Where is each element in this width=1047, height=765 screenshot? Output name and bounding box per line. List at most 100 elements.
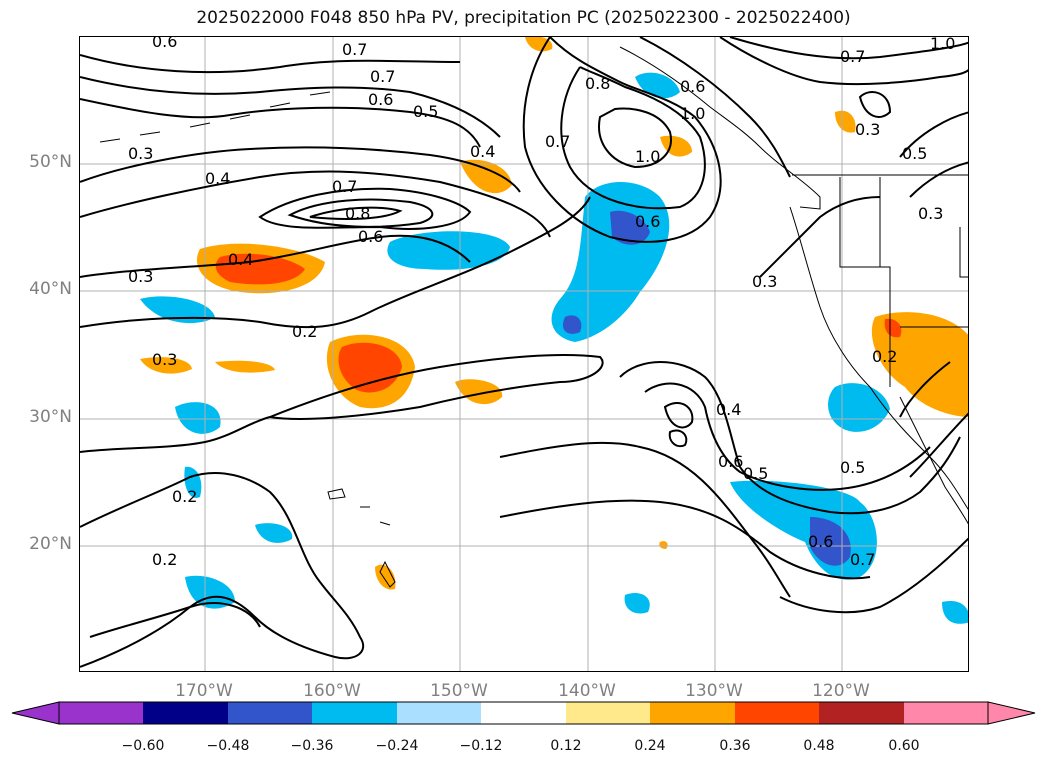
- pv-contour: [560, 66, 706, 210]
- pv-contour: [619, 361, 961, 515]
- pv-contour: [522, 37, 722, 243]
- pv-contour: [644, 382, 931, 491]
- pv-contour: [258, 187, 472, 230]
- colorbar-bin: [143, 702, 228, 724]
- precip-positive-area: [455, 379, 503, 405]
- pv-contour: [80, 196, 591, 329]
- precip-negative-area: [942, 601, 968, 624]
- colorbar-bin: [819, 702, 904, 724]
- lon-label: 120°W: [812, 681, 870, 701]
- pv-contour: [287, 198, 434, 228]
- contour-label: 1.0: [930, 37, 955, 53]
- contour-label: 0.5: [413, 102, 438, 121]
- pv-contour: [80, 76, 501, 138]
- pv-contour: [779, 537, 968, 614]
- contour-label: 0.4: [205, 169, 230, 188]
- lon-label: 160°W: [303, 681, 361, 701]
- colorbar: [11, 701, 1036, 725]
- contour-label: 0.3: [752, 272, 777, 291]
- contour-label: 0.7: [850, 550, 875, 569]
- precip-negative-area: [387, 231, 510, 270]
- pv-contour: [719, 37, 968, 86]
- precip-negative-area: [624, 592, 650, 614]
- pv-contour: [899, 111, 968, 158]
- contour-label: 0.3: [128, 144, 153, 163]
- colorbar-tick-label: 0.24: [634, 738, 666, 754]
- pv-contour: [80, 98, 481, 148]
- contour-label: 0.6: [358, 227, 383, 246]
- colorbar-tick-label: 0.48: [803, 738, 835, 754]
- pv-contour: [309, 206, 403, 220]
- map-title: 2025022000 F048 850 hPa PV, precipitatio…: [196, 8, 851, 28]
- precip-positive-core: [884, 318, 902, 338]
- lon-label: 130°W: [685, 681, 743, 701]
- pv-contour: [899, 361, 951, 418]
- lat-label: 40°N: [29, 279, 72, 299]
- contour-label: 0.3: [128, 267, 153, 286]
- colorbar-bin: [312, 702, 397, 724]
- pv-contour: [729, 37, 968, 60]
- contour-label: 0.7: [840, 47, 865, 66]
- baja-california: [899, 396, 968, 525]
- contour-label: 0.5: [902, 144, 927, 163]
- pv-contours: [80, 37, 968, 668]
- contour-label: 0.4: [470, 142, 495, 161]
- precip-positive-area: [660, 135, 692, 157]
- state-border: [959, 227, 968, 278]
- colorbar-tick-label: −0.24: [375, 738, 419, 754]
- contour-label: 0.7: [342, 40, 367, 59]
- precip-positive-core: [338, 342, 402, 393]
- colorbar-tick-label: 0.60: [888, 738, 920, 754]
- map-canvas: 0.6 0.7 0.7 0.6 0.5 0.3 0.4 0.7 0.8 0.6 …: [80, 37, 968, 671]
- colorbar-tick-label: −0.36: [290, 738, 334, 754]
- colorbar-tick-label: −0.12: [459, 738, 503, 754]
- contour-label: 0.3: [152, 350, 177, 369]
- precip-positive-area: [525, 37, 553, 52]
- contour-label: 0.6: [152, 37, 177, 51]
- contour-label: 0.3: [918, 204, 943, 223]
- contour-label: 0.2: [292, 322, 317, 341]
- contour-label: 1.0: [680, 104, 705, 123]
- precip-negative-area: [635, 72, 680, 99]
- contour-label: 0.5: [743, 464, 768, 483]
- precip-negative-area: [828, 383, 890, 432]
- contour-label: 0.4: [228, 250, 253, 269]
- colorbar-bin: [566, 702, 650, 724]
- precip-positive-area: [460, 159, 512, 194]
- precip-negative-core: [562, 315, 582, 334]
- contour-label: 0.2: [152, 550, 177, 569]
- pv-contour: [80, 416, 271, 453]
- precip-negative-area: [255, 523, 293, 543]
- colorbar-tick-label: −0.60: [121, 738, 165, 754]
- contour-label: 0.2: [172, 487, 197, 506]
- contour-label: 0.8: [345, 204, 370, 223]
- precip-positive-area: [835, 110, 856, 133]
- colorbar-bin: [904, 702, 988, 724]
- precip-negative-area: [140, 296, 215, 324]
- state-border: [839, 177, 891, 387]
- contour-label: 0.7: [545, 132, 570, 151]
- colorbar-bin: [59, 702, 143, 724]
- contour-label: 0.3: [855, 120, 880, 139]
- pv-contour: [499, 441, 791, 598]
- contour-label: 0.8: [585, 74, 610, 93]
- contour-label: 0.6: [808, 532, 833, 551]
- colorbar-bin: [397, 702, 481, 724]
- pv-contour: [499, 499, 871, 580]
- contour-label: 0.6: [680, 77, 705, 96]
- north-america-coast: [789, 206, 968, 510]
- pv-contour: [598, 107, 672, 169]
- colorbar-tick-label: −0.48: [206, 738, 250, 754]
- contour-label: 0.7: [370, 67, 395, 86]
- aleutian-islands: [99, 91, 331, 143]
- pv-contour: [80, 170, 551, 238]
- pv-contour: [80, 234, 471, 278]
- precip-negative-area: [185, 575, 235, 609]
- pv-contour: [759, 196, 881, 278]
- coastlines: [99, 46, 968, 588]
- pv-contour: [80, 54, 461, 74]
- pv-contour: [80, 146, 521, 193]
- colorbar-max-extend: [987, 701, 1036, 725]
- hawaii-islands: [327, 488, 396, 588]
- colorbar-tick-label: 0.36: [719, 738, 751, 754]
